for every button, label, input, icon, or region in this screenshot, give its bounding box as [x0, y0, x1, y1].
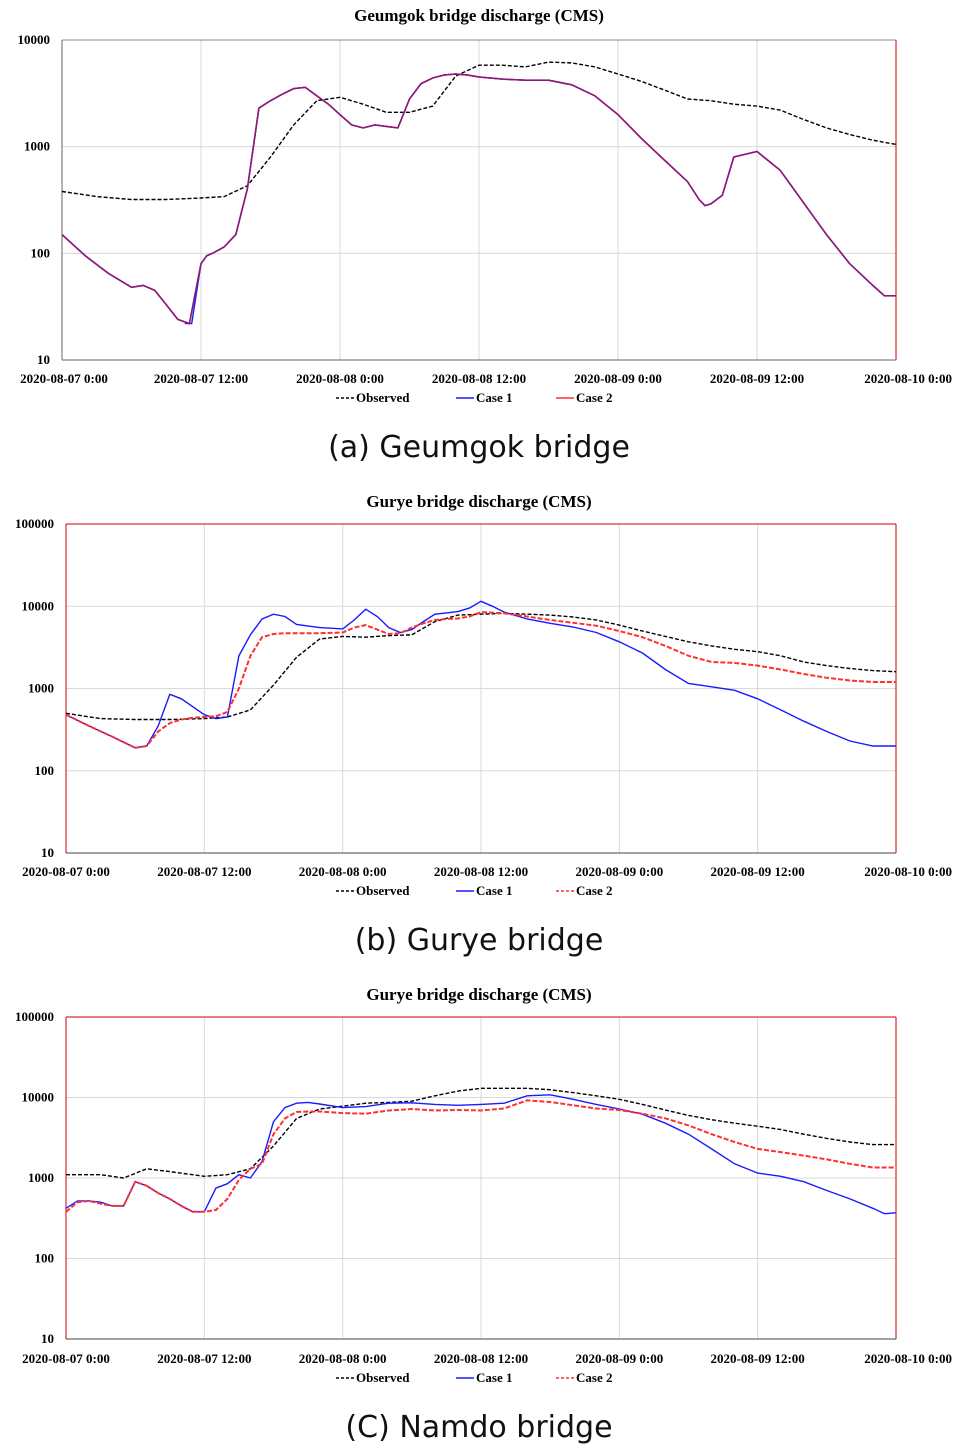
y-tick-label: 10: [41, 1331, 54, 1346]
x-tick-label: 2020-08-07 0:00: [22, 1351, 110, 1366]
legend: Observed Case 1 Case 2: [336, 390, 612, 405]
discharge-chart-geumgok: 10 100 1000 10000 2020-08-07 0:00 2020-08-07 …: [18, 32, 953, 405]
discharge-chart-gurye: 10 100 1000 10000 100000 2020-08-07 0:00 2020-…: [15, 516, 952, 898]
legend-label: Observed: [356, 1370, 410, 1385]
x-tick-label: 2020-08-07 12:00: [157, 1351, 251, 1366]
y-tick-label: 1000: [28, 681, 54, 696]
x-tick-label: 2020-08-08 12:00: [434, 864, 528, 879]
y-tick-label: 10000: [22, 598, 55, 613]
y-tick-label: 10: [37, 352, 50, 367]
x-tick-label: 2020-08-08 12:00: [434, 1351, 528, 1366]
legend-label: Case 1: [476, 1370, 512, 1385]
legend-label: Observed: [356, 390, 410, 405]
x-tick-label: 2020-08-09 0:00: [575, 1351, 663, 1366]
x-tick-label: 2020-08-10 0:00: [864, 1351, 952, 1366]
x-tick-label: 2020-08-07 0:00: [22, 864, 110, 879]
x-tick-label: 2020-08-08 0:00: [299, 1351, 387, 1366]
gridlines: [65, 523, 897, 854]
x-tick-label: 2020-08-07 0:00: [20, 371, 108, 386]
y-tick-label: 100000: [15, 516, 54, 531]
x-tick-label: 2020-08-07 12:00: [154, 371, 248, 386]
figure-caption: (b) Gurye bridge: [354, 923, 604, 958]
chart-title: Gurye bridge discharge (CMS): [366, 985, 592, 1004]
y-tick-label: 10000: [18, 32, 51, 47]
series-line-case-2: [65, 1099, 896, 1213]
legend: Observed Case 1 Case 2: [336, 1370, 612, 1385]
discharge-chart-namdo: 10 100 1000 10000 100000 2020-08-07 0:00 2020-…: [15, 1009, 952, 1385]
series-line-observed: [66, 1087, 896, 1179]
gridlines: [65, 1016, 897, 1340]
y-tick-label: 100000: [15, 1009, 54, 1024]
y-tick-label: 10: [41, 845, 54, 860]
x-tick-label: 2020-08-08 0:00: [299, 864, 387, 879]
y-tick-label: 100: [35, 763, 55, 778]
y-tick-label: 100: [31, 245, 51, 260]
x-tick-label: 2020-08-09 12:00: [711, 1351, 805, 1366]
legend-label: Observed: [356, 883, 410, 898]
figure-caption: (a) Geumgok bridge: [328, 430, 630, 465]
y-tick-label: 10000: [22, 1090, 55, 1105]
x-tick-label: 2020-08-09 0:00: [574, 371, 662, 386]
legend-label: Case 2: [576, 1370, 612, 1385]
legend-label: Case 2: [576, 883, 612, 898]
x-tick-label: 2020-08-09 12:00: [710, 371, 804, 386]
chart-title: Geumgok bridge discharge (CMS): [354, 6, 604, 25]
y-tick-label: 1000: [28, 1170, 54, 1185]
x-tick-label: 2020-08-09 12:00: [711, 864, 805, 879]
legend-label: Case 2: [576, 390, 612, 405]
x-tick-label: 2020-08-10 0:00: [864, 864, 952, 879]
legend-label: Case 1: [476, 390, 512, 405]
x-tick-label: 2020-08-10 0:00: [864, 371, 952, 386]
x-tick-label: 2020-08-08 0:00: [296, 371, 384, 386]
chart-title: Gurye bridge discharge (CMS): [366, 492, 592, 511]
x-tick-label: 2020-08-09 0:00: [575, 864, 663, 879]
series-line-case-1: [65, 600, 896, 749]
x-tick-label: 2020-08-08 12:00: [432, 371, 526, 386]
x-tick-label: 2020-08-07 12:00: [157, 864, 251, 879]
series-line-overlap: [61, 73, 896, 325]
gridlines: [61, 39, 897, 361]
y-tick-label: 100: [35, 1251, 55, 1266]
series-line-case-2: [65, 611, 896, 749]
legend: Observed Case 1 Case 2: [336, 883, 612, 898]
figure-caption: (C) Namdo bridge: [345, 1410, 613, 1445]
y-tick-label: 1000: [24, 139, 50, 154]
series-line-observed: [61, 61, 897, 201]
legend-label: Case 1: [476, 883, 512, 898]
